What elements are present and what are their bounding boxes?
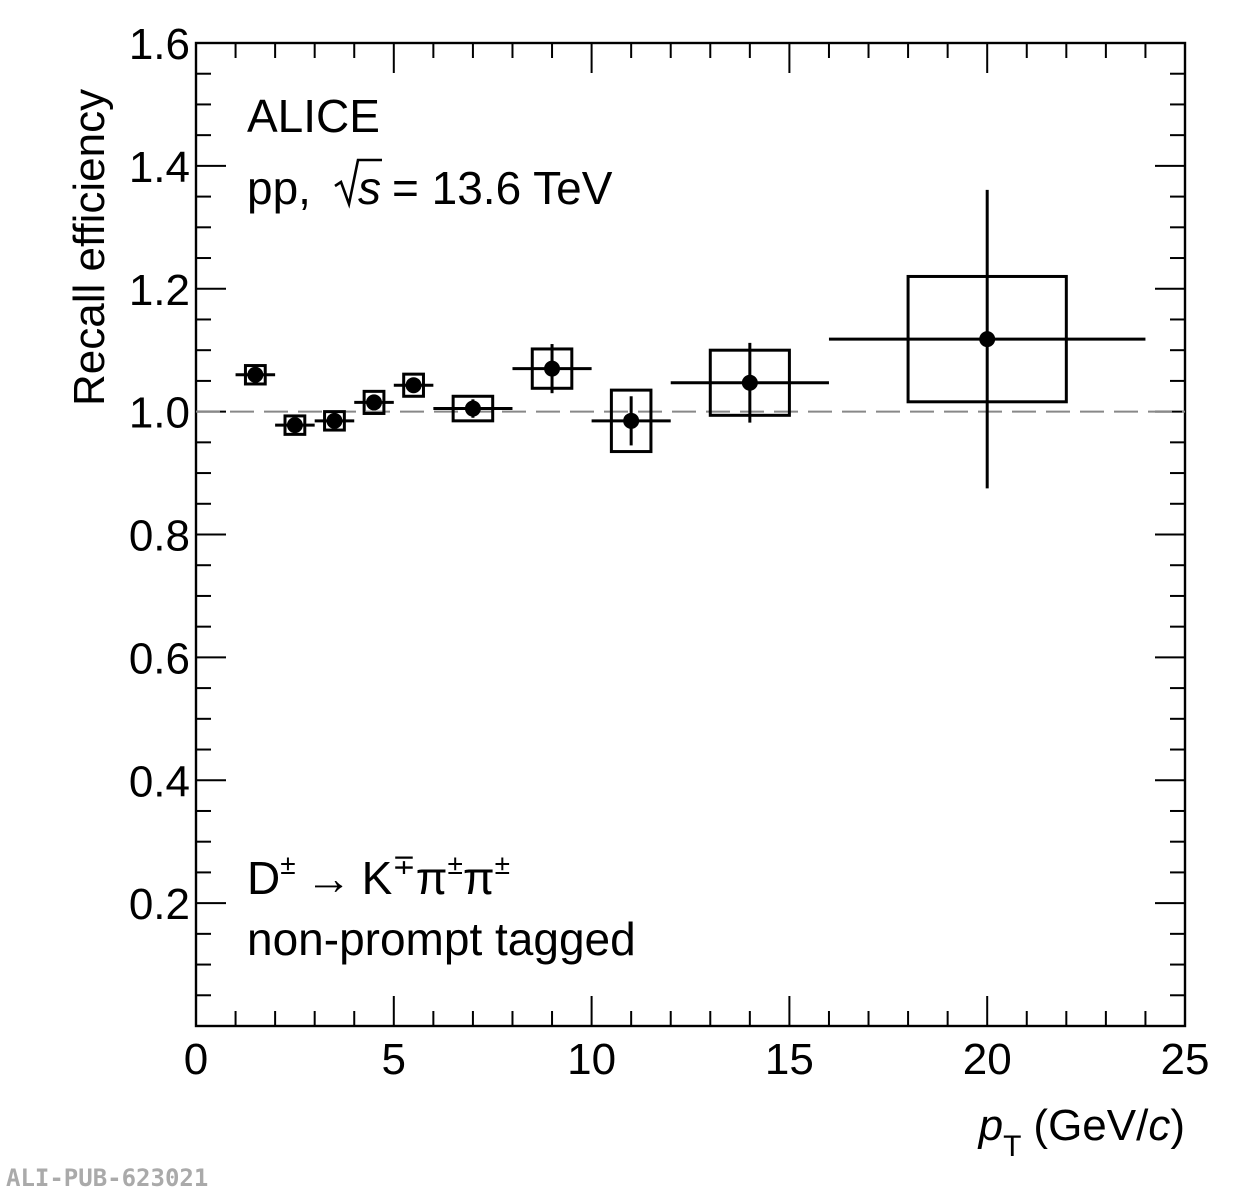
data-point — [544, 360, 561, 377]
data-point — [326, 412, 343, 429]
y-axis-label: Recall efficiency — [65, 89, 114, 406]
data-point — [286, 417, 303, 434]
data-point — [366, 394, 383, 411]
systematic-boxes — [243, 274, 1068, 454]
system-prefix: pp, — [247, 162, 311, 214]
data-point — [405, 377, 422, 394]
x-axis-label: pT (GeV/c) — [977, 1101, 1185, 1163]
x-tick-label: 5 — [382, 1035, 406, 1084]
tag-label: non-prompt tagged — [247, 913, 636, 965]
x-tick-label: 25 — [1161, 1035, 1210, 1084]
x-tick-label: 20 — [963, 1035, 1012, 1084]
decay-channel-label: D± → K∓π±π± — [247, 849, 510, 904]
sqrt-variable: s — [358, 162, 381, 214]
y-tick-label: 0.4 — [129, 757, 190, 806]
y-tick-label: 1.6 — [129, 20, 190, 69]
sqrt-sign — [334, 158, 382, 209]
data-point — [247, 366, 264, 383]
error-bars — [235, 189, 1146, 489]
data-point — [979, 331, 996, 348]
watermark: ALI-PUB-623021 — [6, 1164, 208, 1192]
data-point — [623, 412, 640, 429]
x-tick-label: 10 — [567, 1035, 616, 1084]
experiment-label: ALICE — [247, 90, 380, 142]
data-markers — [247, 331, 996, 434]
x-tick-label: 15 — [765, 1035, 814, 1084]
y-tick-label: 0.6 — [129, 634, 190, 683]
y-tick-label: 1.4 — [129, 143, 190, 192]
y-tick-label: 0.8 — [129, 512, 190, 561]
system-energy: = 13.6 TeV — [392, 162, 613, 214]
collision-system-label: pp, s = 13.6 TeV — [247, 158, 613, 214]
tick-labels: 0 5 10 15 20 25 0.2 0.4 0.6 0.8 1.0 1.2 1.4 1.6 — [129, 20, 1210, 1084]
y-tick-label: 1.0 — [129, 389, 190, 438]
y-tick-label: 1.2 — [129, 266, 190, 315]
x-tick-label: 0 — [184, 1035, 208, 1084]
data-point — [741, 374, 758, 391]
y-tick-label: 0.2 — [129, 880, 190, 929]
data-point — [464, 400, 481, 417]
